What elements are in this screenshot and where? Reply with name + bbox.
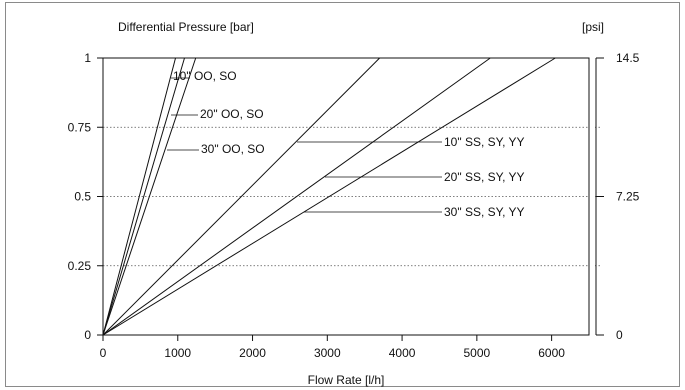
- y-tick-label-right: 7.25: [616, 190, 640, 204]
- series-label: 10" SS, SY, YY: [444, 135, 525, 149]
- series-label: 20" OO, SO: [200, 107, 264, 121]
- series-line-3: [102, 57, 197, 336]
- y-tick-label: 0.5: [74, 190, 91, 204]
- series-line-4: [102, 57, 380, 336]
- series-line-5: [102, 57, 491, 336]
- series-label: 10" OO, SO: [173, 69, 237, 83]
- x-tick-label: 5000: [463, 346, 490, 360]
- series-label: 30" OO, SO: [201, 142, 265, 156]
- x-tick-label: 1000: [164, 346, 191, 360]
- y-tick-label-right: 14.5: [616, 51, 640, 65]
- chart-frame: [5, 2, 680, 387]
- series-line-1: [102, 57, 177, 336]
- y-axis-label: Differential Pressure [bar]: [118, 20, 254, 34]
- series-label: 30" SS, SY, YY: [444, 205, 525, 219]
- x-axis-label: Flow Rate [l/h]: [308, 373, 385, 387]
- series-line-2: [102, 57, 185, 336]
- x-tick-label: 4000: [389, 346, 416, 360]
- y-axis-right-label: [psi]: [582, 20, 604, 34]
- y-tick-label: 0.25: [68, 259, 92, 273]
- x-tick-label: 3000: [314, 346, 341, 360]
- y-tick-label: 1: [84, 51, 91, 65]
- series-label: 20" SS, SY, YY: [444, 170, 525, 184]
- x-tick-label: 6000: [538, 346, 565, 360]
- y-tick-label: 0: [84, 328, 91, 342]
- y-tick-label: 0.75: [68, 120, 92, 134]
- x-tick-label: 2000: [239, 346, 266, 360]
- series-line-6: [102, 57, 556, 336]
- y-tick-label-right: 0: [616, 328, 623, 342]
- x-tick-label: 0: [100, 346, 107, 360]
